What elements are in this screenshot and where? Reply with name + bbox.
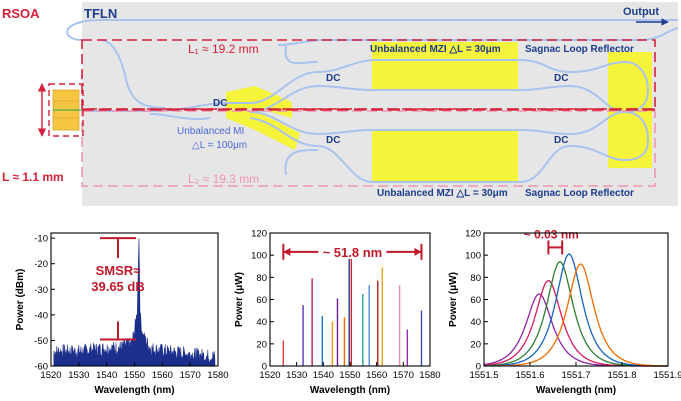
span-label: ~ 51.8 nm bbox=[323, 245, 383, 260]
x-tick-label-0: 1520 bbox=[40, 370, 61, 381]
y-tick-label-5: 100 bbox=[465, 251, 481, 262]
tuning-curve-2 bbox=[483, 261, 668, 367]
y-tick-label-6: 120 bbox=[251, 229, 267, 240]
y-axis-label: Power (μW) bbox=[234, 272, 245, 327]
x-tick-label-2: 1540 bbox=[96, 370, 117, 381]
x-tick-label-3: 1550 bbox=[339, 370, 360, 381]
x-axis-label: Wavelength (nm) bbox=[310, 385, 390, 396]
y-tick-label-2: 40 bbox=[256, 317, 267, 328]
y-tick-label-1: 20 bbox=[256, 339, 267, 350]
y-axis-label: Power (μW) bbox=[448, 272, 459, 327]
slr-bottom-label: Sagnac Loop Reflector bbox=[525, 188, 634, 199]
dc-label-top-right: DC bbox=[554, 73, 568, 84]
y-tick-label-3: 60 bbox=[256, 295, 267, 306]
tuning-curve-0 bbox=[483, 293, 668, 367]
x-tick-label-3: 1551.8 bbox=[607, 370, 636, 381]
dc-label-top-left: DC bbox=[326, 73, 340, 84]
x-tick-label-3: 1550 bbox=[124, 370, 145, 381]
mzi-top-label: Unbalanced MZI △L = 30μm bbox=[370, 44, 501, 55]
y-tick-label-3: 60 bbox=[470, 295, 481, 306]
x-tick-label-6: 1580 bbox=[207, 370, 228, 381]
smsr-label-line1: SMSR≈ bbox=[96, 263, 141, 278]
cavity-l1-box bbox=[81, 39, 656, 110]
x-tick-label-1: 1530 bbox=[68, 370, 89, 381]
x-tick-label-4: 1560 bbox=[152, 370, 173, 381]
dc-label-bottom-right: DC bbox=[554, 135, 568, 146]
tuning-curve-4 bbox=[484, 263, 668, 367]
y-tick-label-1: -50 bbox=[34, 336, 48, 347]
smsr-label-line2: 39.65 dB bbox=[91, 279, 144, 294]
x-tick-label-1: 1551.6 bbox=[515, 370, 544, 381]
y-tick-label-2: 40 bbox=[470, 317, 481, 328]
dc-label-mi: DC bbox=[213, 98, 227, 109]
x-tick-label-0: 1520 bbox=[259, 370, 280, 381]
x-tick-label-1: 1530 bbox=[286, 370, 307, 381]
x-tick-label-4: 1560 bbox=[366, 370, 387, 381]
x-tick-label-0: 1551.5 bbox=[469, 370, 498, 381]
length-boxes bbox=[81, 39, 656, 187]
y-tick-label-1: 20 bbox=[470, 339, 481, 350]
y-tick-label-0: -60 bbox=[34, 362, 48, 373]
charts: SMSR≈39.65 dB 1520 1530 1540 1550 1560 1570 158… bbox=[15, 228, 681, 396]
y-tick-label-4: 80 bbox=[256, 273, 267, 284]
x-tick-label-5: 1570 bbox=[180, 370, 201, 381]
chart-multi-wavelength: ~ 51.8 nm 1520 1530 1540 1550 1560 1570 1580 0 20… bbox=[234, 229, 441, 397]
tuning-curve-1 bbox=[483, 280, 668, 367]
x-axis-label: Wavelength (nm) bbox=[94, 385, 174, 396]
output-label: Output bbox=[623, 6, 659, 18]
y-axis-label: Power (dBm) bbox=[15, 269, 26, 331]
mzi-bottom-label: Unbalanced MZI △L = 30μm bbox=[377, 188, 508, 199]
plot-frame bbox=[483, 232, 669, 367]
y-tick-label-0: 0 bbox=[262, 362, 267, 373]
mzi-bottom-electrode bbox=[372, 130, 518, 182]
x-tick-label-2: 1540 bbox=[313, 370, 334, 381]
l1-label: L₁ ≈ 19.2 mm bbox=[188, 42, 259, 56]
y-tick-label-4: -20 bbox=[34, 259, 48, 270]
slr-top-label: Sagnac Loop Reflector bbox=[525, 44, 634, 55]
rsoa-chip bbox=[37, 83, 84, 137]
chart-tuning: ~ 0.03 nm 1551.5 1551.6 1551.7 1551.8 1551.9 0… bbox=[448, 228, 681, 396]
y-tick-label-3: -30 bbox=[34, 285, 48, 296]
span-arrowhead-left bbox=[283, 247, 291, 256]
span-label-bg bbox=[318, 242, 387, 259]
y-tick-label-2: -40 bbox=[34, 310, 48, 321]
device-diagram: RSOA TFLN Output L₁ ≈ 19.2 mm L₂ ≈ 19.3 … bbox=[2, 2, 679, 206]
waveguides bbox=[66, 19, 679, 183]
shift-label: ~ 0.03 nm bbox=[524, 228, 579, 242]
mzi-top-electrode bbox=[372, 42, 518, 90]
mi-label-line2: △L = 100μm bbox=[192, 140, 247, 151]
span-arrowhead-right bbox=[414, 247, 422, 256]
rsoa-label: RSOA bbox=[2, 6, 40, 21]
y-tick-label-5: -10 bbox=[34, 234, 48, 245]
y-tick-label-4: 80 bbox=[470, 273, 481, 284]
x-axis-label: Wavelength (nm) bbox=[536, 385, 616, 396]
y-tick-label-5: 100 bbox=[251, 251, 267, 262]
chart-spectrum: SMSR≈39.65 dB 1520 1530 1540 1550 1560 1570 158… bbox=[15, 232, 229, 396]
x-tick-label-6: 1580 bbox=[419, 370, 440, 381]
spectrum-trace bbox=[53, 238, 216, 367]
y-tick-label-6: 120 bbox=[465, 229, 481, 240]
dc-label-bottom-left: DC bbox=[326, 135, 340, 146]
mi-label-line1: Unbalanced MI bbox=[177, 126, 244, 137]
rsoa-length-label: L ≈ 1.1 mm bbox=[2, 170, 64, 184]
cavity-l2-box bbox=[81, 110, 656, 187]
x-tick-label-5: 1570 bbox=[393, 370, 414, 381]
y-tick-label-0: 0 bbox=[476, 362, 481, 373]
tfln-label: TFLN bbox=[84, 6, 117, 21]
x-tick-label-4: 1551.9 bbox=[653, 370, 681, 381]
l2-label: L₂ ≈ 19.3 mm bbox=[188, 172, 259, 186]
x-tick-label-2: 1551.7 bbox=[561, 370, 590, 381]
